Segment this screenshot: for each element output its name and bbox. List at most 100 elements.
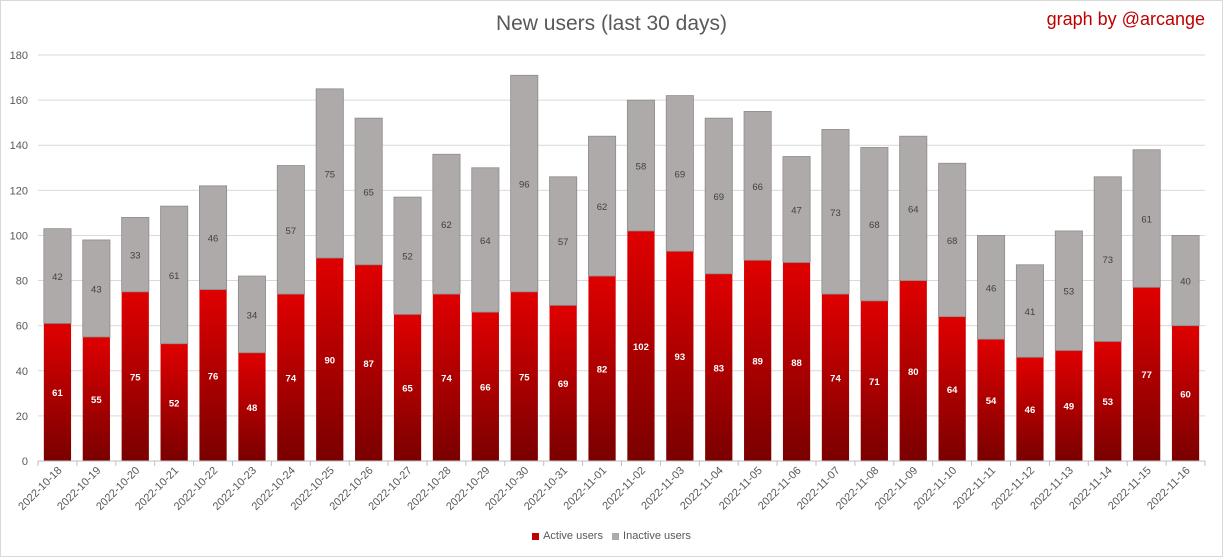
y-tick-label: 120 bbox=[10, 185, 28, 197]
bar-active bbox=[199, 289, 227, 461]
data-label-active: 64 bbox=[947, 385, 958, 396]
bar-active bbox=[160, 343, 188, 461]
bar-inactive bbox=[82, 239, 111, 338]
bar-inactive bbox=[1054, 230, 1083, 351]
data-label-active: 65 bbox=[402, 384, 413, 395]
data-label-active: 75 bbox=[130, 372, 141, 383]
bar-inactive bbox=[393, 196, 422, 315]
chart-title: New users (last 30 days) bbox=[495, 12, 728, 35]
bar-inactive bbox=[938, 162, 967, 318]
data-label-active: 74 bbox=[286, 374, 297, 385]
y-tick-label: 40 bbox=[16, 366, 28, 378]
data-label-inactive: 96 bbox=[519, 180, 530, 191]
data-label-active: 75 bbox=[519, 372, 530, 383]
y-tick-label: 60 bbox=[16, 321, 28, 333]
bar-active bbox=[1094, 341, 1122, 461]
data-label-active: 89 bbox=[752, 357, 763, 368]
data-label-active: 46 bbox=[1025, 405, 1036, 416]
bar-inactive bbox=[665, 95, 694, 252]
data-label-active: 48 bbox=[247, 403, 258, 414]
bar-active bbox=[1016, 357, 1044, 461]
data-label-active: 52 bbox=[169, 398, 180, 409]
bar-inactive bbox=[626, 99, 655, 232]
bar-inactive bbox=[43, 228, 72, 324]
data-label-active: 71 bbox=[869, 377, 880, 388]
bar-inactive bbox=[199, 185, 228, 290]
data-label-inactive: 52 bbox=[402, 252, 413, 263]
data-label-active: 60 bbox=[1180, 389, 1191, 400]
y-tick-label: 100 bbox=[10, 230, 28, 242]
data-label-active: 80 bbox=[908, 367, 919, 378]
bar-active bbox=[627, 230, 655, 461]
bar-inactive bbox=[549, 176, 578, 306]
bar-active bbox=[899, 280, 927, 461]
bar-active bbox=[238, 352, 266, 461]
bar-active bbox=[43, 323, 72, 461]
data-label-inactive: 53 bbox=[1064, 287, 1075, 298]
data-label-inactive: 66 bbox=[752, 182, 763, 193]
bar-active bbox=[821, 294, 850, 461]
bar-inactive bbox=[1171, 235, 1200, 327]
data-label-inactive: 64 bbox=[480, 236, 491, 247]
data-label-inactive: 47 bbox=[791, 206, 802, 217]
bar-inactive bbox=[432, 153, 461, 295]
bar-active bbox=[82, 336, 110, 461]
y-tick-label: 20 bbox=[16, 411, 28, 423]
bar-active bbox=[938, 316, 966, 461]
data-label-inactive: 64 bbox=[908, 204, 919, 215]
data-label-inactive: 41 bbox=[1025, 307, 1036, 318]
bar-inactive bbox=[1132, 149, 1161, 288]
bar-inactive bbox=[510, 74, 539, 293]
bar-inactive bbox=[471, 167, 500, 313]
y-tick-label: 160 bbox=[10, 95, 28, 107]
data-label-active: 69 bbox=[558, 379, 569, 390]
bar-inactive bbox=[704, 117, 733, 275]
data-label-inactive: 57 bbox=[286, 226, 297, 237]
bar-active bbox=[316, 258, 344, 461]
data-label-active: 102 bbox=[633, 342, 649, 353]
bar-active bbox=[666, 251, 694, 461]
data-label-active: 66 bbox=[480, 383, 491, 394]
bar-inactive bbox=[860, 147, 889, 302]
legend-label-inactive: Inactive users bbox=[623, 530, 691, 542]
bar-inactive bbox=[315, 88, 344, 259]
bar-inactive bbox=[899, 135, 928, 281]
bar-active bbox=[277, 294, 305, 461]
bar-active bbox=[510, 291, 538, 461]
data-label-active: 88 bbox=[791, 358, 802, 369]
legend-item-active: Active users bbox=[532, 530, 603, 542]
data-label-active: 93 bbox=[675, 352, 686, 363]
bar-inactive bbox=[588, 135, 617, 277]
data-label-inactive: 61 bbox=[1141, 215, 1152, 226]
data-label-inactive: 33 bbox=[130, 251, 141, 262]
data-label-inactive: 43 bbox=[91, 284, 102, 295]
bar-inactive bbox=[1015, 264, 1044, 358]
bar-inactive bbox=[977, 235, 1006, 340]
data-label-active: 76 bbox=[208, 371, 219, 382]
bar-active bbox=[432, 294, 461, 461]
y-tick-label: 180 bbox=[10, 50, 28, 62]
bar-active bbox=[744, 260, 772, 461]
legend-label-active: Active users bbox=[543, 530, 603, 542]
bar-inactive bbox=[354, 117, 383, 266]
data-label-active: 82 bbox=[597, 365, 608, 376]
bar-active bbox=[1171, 325, 1200, 461]
bar-active bbox=[1133, 287, 1161, 461]
bar-inactive bbox=[121, 216, 150, 293]
data-label-active: 77 bbox=[1141, 370, 1152, 381]
bar-inactive bbox=[276, 165, 305, 295]
data-label-inactive: 62 bbox=[441, 220, 452, 231]
bar-active bbox=[393, 314, 422, 461]
data-label-inactive: 69 bbox=[713, 192, 724, 203]
bar-active bbox=[471, 312, 499, 461]
data-label-active: 74 bbox=[441, 374, 452, 385]
y-tick-label: 0 bbox=[22, 456, 28, 468]
bar-inactive bbox=[1093, 176, 1122, 342]
legend-swatch-inactive bbox=[612, 532, 620, 540]
data-label-active: 83 bbox=[713, 363, 724, 374]
data-label-inactive: 61 bbox=[169, 271, 180, 282]
data-label-inactive: 69 bbox=[675, 169, 686, 180]
data-label-inactive: 73 bbox=[1102, 255, 1113, 266]
bar-inactive bbox=[821, 129, 850, 295]
